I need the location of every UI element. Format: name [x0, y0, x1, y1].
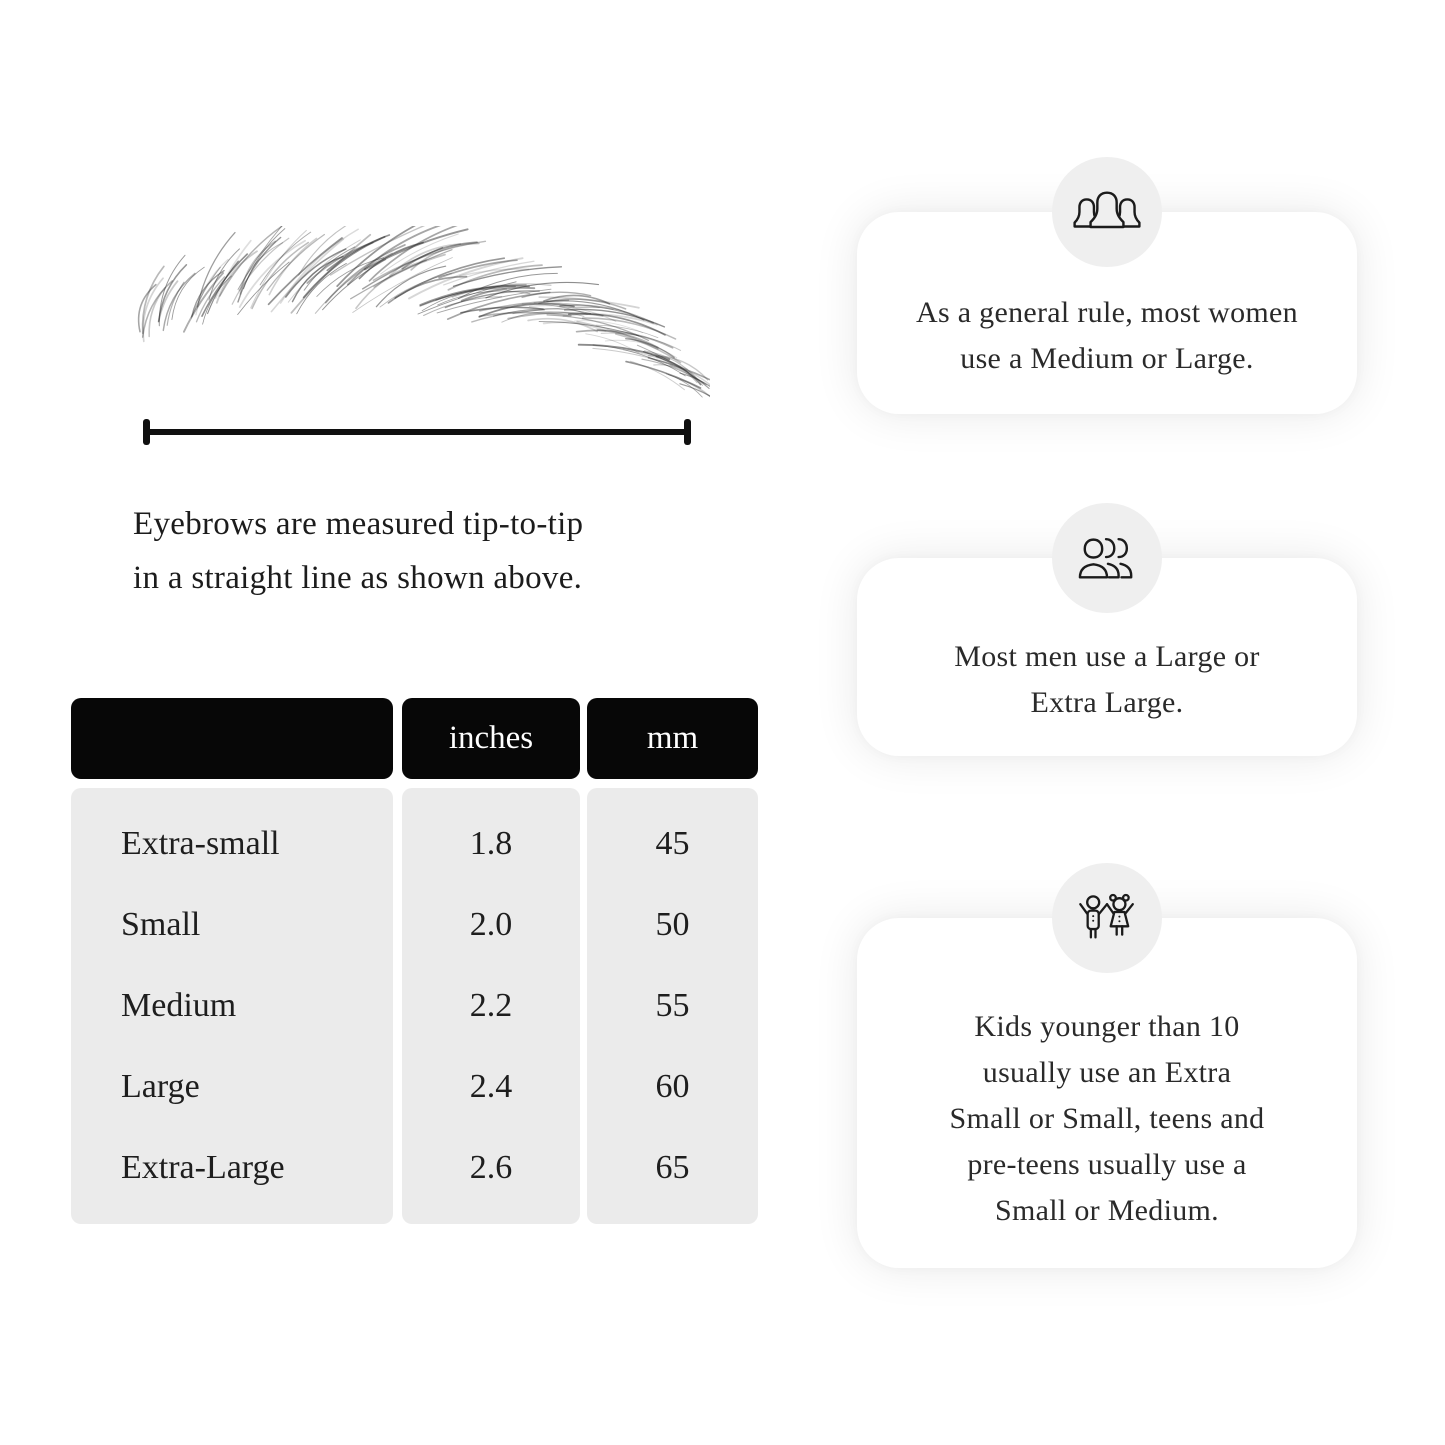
card-men: Most men use a Large or Extra Large.	[857, 503, 1357, 756]
table-header-size	[71, 698, 393, 779]
card-kids-text: Kids younger than 10 usually use an Extr…	[950, 1004, 1265, 1234]
men-group-icon	[1052, 503, 1162, 613]
size-label-cell: Small	[121, 905, 201, 943]
kids-icon	[1052, 863, 1162, 973]
card-text-line: Extra Large.	[1030, 686, 1184, 719]
size-label-cell: Extra-Large	[121, 1149, 285, 1187]
table-header-label: inches	[448, 720, 534, 756]
size-label-cell: Extra-small	[121, 824, 280, 862]
card-text-line: As a general rule, most women	[916, 296, 1298, 329]
eyebrow-illustration	[137, 226, 710, 398]
inches-value-cell: 2.0	[469, 905, 513, 943]
caption-line: Eyebrows are measured tip-to-tip	[133, 506, 584, 542]
card-text-line: pre-teens usually use a	[967, 1148, 1247, 1181]
card-women-text: As a general rule, most women use a Medi…	[916, 290, 1298, 382]
card-text-line: Most men use a Large or	[954, 640, 1260, 673]
inches-value-cell: 1.8	[469, 824, 513, 862]
card-kids: Kids younger than 10 usually use an Extr…	[857, 863, 1357, 1268]
table-column-mm: 45 50 55 60 65	[587, 788, 758, 1224]
measurement-caption: Eyebrows are measured tip-to-tip in a st…	[133, 497, 743, 605]
women-group-icon	[1052, 157, 1162, 267]
mm-value-cell: 55	[655, 986, 690, 1024]
card-text-line: Small or Small, teens and	[949, 1102, 1265, 1135]
measure-right-cap	[684, 419, 691, 445]
measure-bar	[145, 429, 689, 435]
table-header-label: mm	[646, 720, 699, 756]
mm-value-cell: 50	[655, 905, 690, 943]
table-header-mm: mm	[587, 698, 758, 779]
inches-value-cell: 2.4	[469, 1068, 513, 1106]
mm-value-cell: 45	[655, 824, 690, 862]
mm-value-cell: 60	[655, 1068, 690, 1106]
table-header-inches: inches	[402, 698, 580, 779]
card-text-line: usually use an Extra	[982, 1056, 1232, 1089]
inches-value-cell: 2.6	[469, 1149, 513, 1187]
card-women: As a general rule, most women use a Medi…	[857, 157, 1357, 414]
inches-value-cell: 2.2	[469, 986, 513, 1024]
table-column-inches: 1.8 2.0 2.2 2.4 2.6	[402, 788, 580, 1224]
card-text-line: Kids younger than 10	[974, 1010, 1240, 1043]
table-column-size-labels: Extra-small Small Medium Large Extra-Lar…	[71, 788, 393, 1224]
card-text-line: use a Medium or Large.	[960, 342, 1254, 375]
measurement-line	[143, 419, 691, 445]
size-label-cell: Large	[121, 1068, 200, 1106]
size-label-cell: Medium	[121, 986, 237, 1024]
caption-line: in a straight line as shown above.	[133, 560, 583, 596]
card-text-line: Small or Medium.	[995, 1194, 1219, 1227]
mm-value-cell: 65	[655, 1149, 690, 1187]
card-men-text: Most men use a Large or Extra Large.	[954, 634, 1259, 726]
